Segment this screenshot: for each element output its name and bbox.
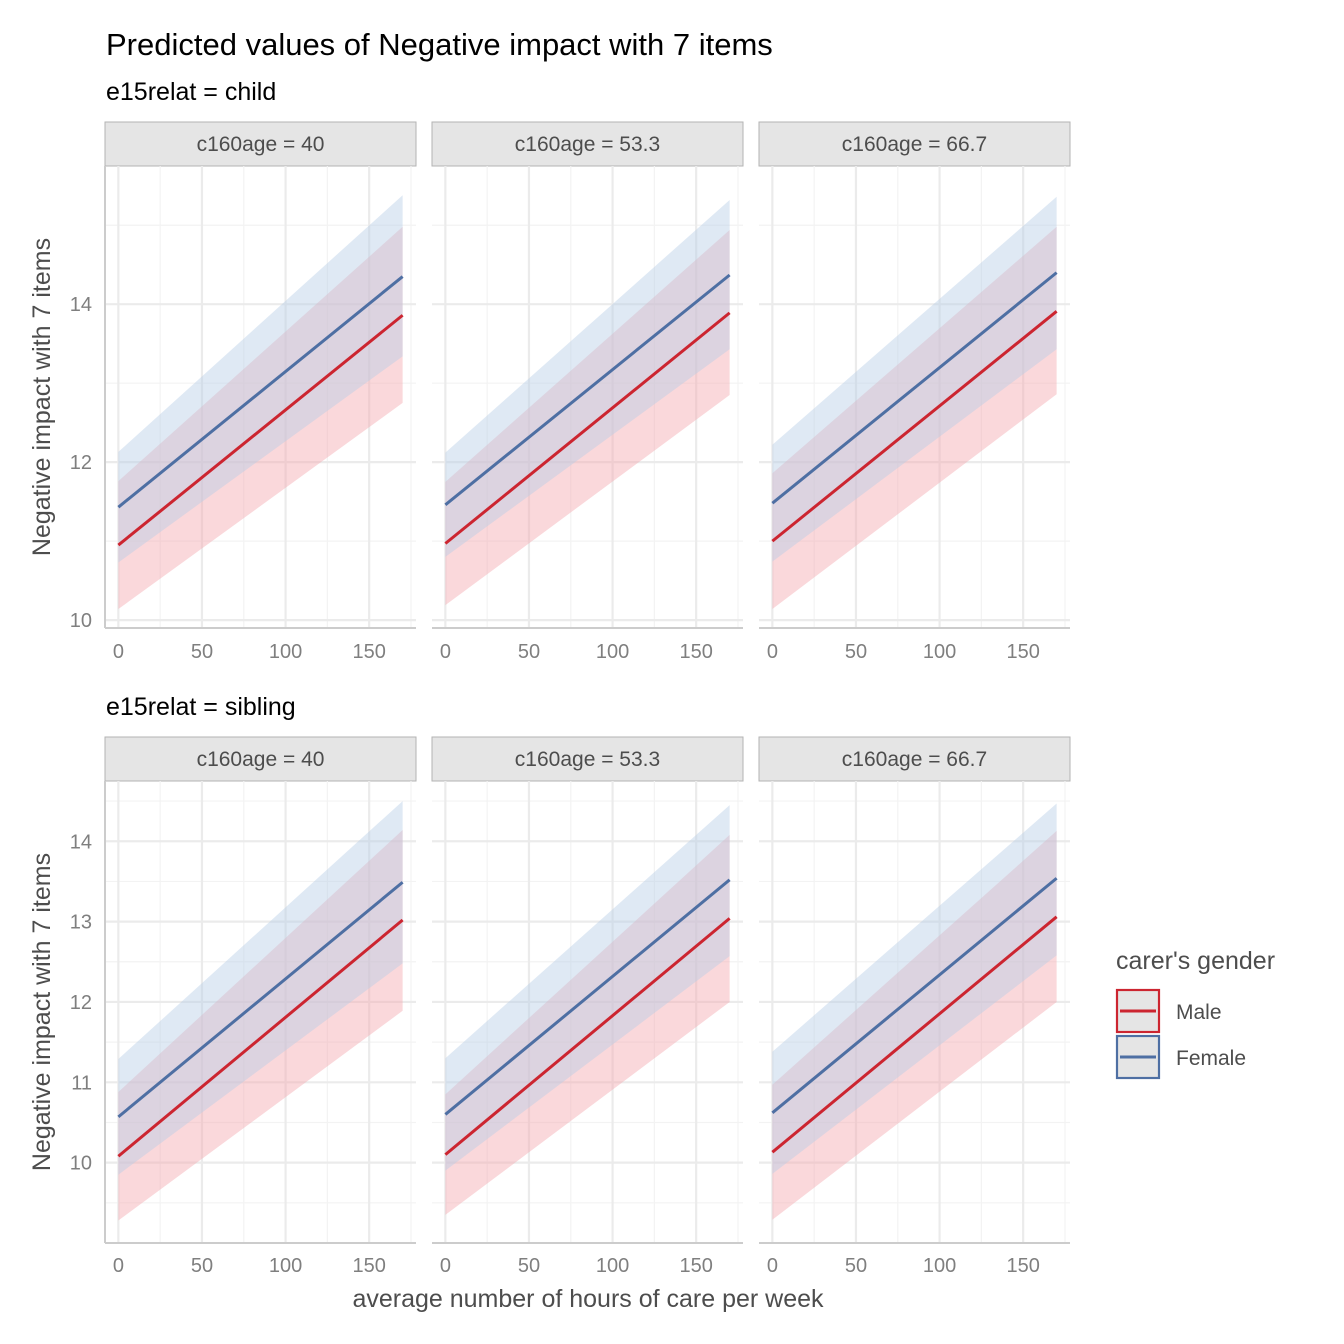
- facet-strip: [431, 736, 744, 782]
- confidence-band-female: [118, 195, 403, 563]
- x-tick-label: 0: [767, 641, 778, 663]
- confidence-band-male: [445, 229, 730, 606]
- facet-strip: [431, 121, 744, 167]
- x-tick-label: 100: [923, 641, 956, 663]
- facet-row-subtitle: e15relat = child: [106, 78, 276, 106]
- legend-item-male: Male: [1115, 988, 1222, 1034]
- x-axis-label: average number of hours of care per week: [352, 1285, 824, 1313]
- confidence-band-female: [445, 199, 730, 557]
- y-tick-label: 10: [70, 610, 92, 632]
- series-line-female: [444, 878, 731, 1116]
- y-axis-label: Negative impact with 7 items: [28, 238, 56, 556]
- x-tick-label: 50: [191, 641, 213, 663]
- confidence-band-male: [772, 226, 1057, 610]
- series-line-male: [117, 918, 404, 1158]
- y-tick-label: 11: [71, 1072, 92, 1094]
- confidence-band-male: [118, 830, 403, 1221]
- y-tick-label: 12: [70, 452, 92, 474]
- x-tick-label: 0: [113, 641, 124, 663]
- x-tick-label: 100: [269, 1255, 302, 1277]
- facet-strip-label: c160age = 66.7: [842, 133, 987, 156]
- x-tick-label: 150: [679, 1255, 712, 1277]
- facet-strip-label: c160age = 40: [197, 748, 325, 771]
- confidence-band-female: [118, 801, 403, 1175]
- facet-strip: [758, 121, 1071, 167]
- y-tick-label: 10: [70, 1153, 92, 1175]
- x-tick-label: 0: [767, 1255, 778, 1277]
- series-line-female: [771, 271, 1058, 505]
- x-tick-label: 100: [923, 1255, 956, 1277]
- y-tick-label: 13: [70, 912, 92, 934]
- series-line-male: [117, 314, 404, 547]
- facet-panel: c160age = 66.7 0 50 100 150: [758, 121, 1071, 663]
- legend-title: carer's gender: [1116, 947, 1275, 975]
- chart-title: Predicted values of Negative impact with…: [106, 27, 773, 62]
- legend-label: Female: [1176, 1047, 1246, 1070]
- facet-strip: [104, 121, 417, 167]
- legend: carer's gender Male Female: [1115, 947, 1275, 1080]
- confidence-band-male: [118, 226, 403, 610]
- confidence-band-female: [772, 196, 1057, 562]
- x-tick-label: 0: [440, 641, 451, 663]
- legend-item-female: Female: [1115, 1034, 1246, 1080]
- facet-strip-label: c160age = 40: [197, 133, 325, 156]
- facet-grid: e15relat = child Negative impact with 7 i…: [28, 78, 1071, 1277]
- y-tick-label: 14: [70, 831, 92, 853]
- confidence-band-female: [445, 805, 730, 1171]
- y-tick-label: 12: [70, 992, 92, 1014]
- x-tick-label: 0: [113, 1255, 124, 1277]
- x-tick-label: 50: [518, 641, 540, 663]
- series-line-male: [771, 310, 1058, 543]
- legend-label: Male: [1176, 1001, 1222, 1024]
- x-tick-label: 50: [518, 1255, 540, 1277]
- facet-panel: c160age = 40 0 50 100 150: [104, 736, 417, 1277]
- x-tick-label: 150: [352, 641, 385, 663]
- y-tick-label: 14: [70, 294, 92, 316]
- facet-strip-label: c160age = 53.3: [515, 133, 660, 156]
- x-tick-label: 150: [352, 1255, 385, 1277]
- facet-panel: c160age = 40 0 50 100 150: [104, 121, 417, 663]
- x-tick-label: 100: [596, 1255, 629, 1277]
- facet-strip-label: c160age = 66.7: [842, 748, 987, 771]
- series-line-female: [771, 877, 1058, 1114]
- x-tick-label: 0: [440, 1255, 451, 1277]
- confidence-band-male: [445, 834, 730, 1215]
- facet-panel: c160age = 66.7 0 50 100 150: [758, 736, 1071, 1277]
- x-tick-label: 150: [679, 641, 712, 663]
- x-tick-label: 50: [845, 641, 867, 663]
- facet-strip-label: c160age = 53.3: [515, 748, 660, 771]
- x-tick-label: 50: [845, 1255, 867, 1277]
- series-line-male: [444, 311, 731, 545]
- series-line-female: [117, 881, 404, 1119]
- confidence-band-female: [772, 803, 1057, 1174]
- series-line-female: [444, 273, 731, 506]
- facet-row-subtitle: e15relat = sibling: [106, 693, 296, 721]
- x-tick-label: 150: [1006, 1255, 1039, 1277]
- series-line-female: [117, 275, 404, 509]
- facet-panel: c160age = 53.3 0 50 100 150: [431, 736, 744, 1277]
- x-tick-label: 50: [191, 1255, 213, 1277]
- y-axis-label: Negative impact with 7 items: [28, 853, 56, 1171]
- facet-strip: [104, 736, 417, 782]
- x-tick-label: 100: [269, 641, 302, 663]
- series-line-male: [444, 917, 731, 1156]
- x-tick-label: 100: [596, 641, 629, 663]
- series-line-male: [771, 915, 1058, 1154]
- facet-panel: c160age = 53.3 0 50 100 150: [431, 121, 744, 663]
- confidence-band-male: [772, 830, 1057, 1220]
- x-tick-label: 150: [1006, 641, 1039, 663]
- facet-strip: [758, 736, 1071, 782]
